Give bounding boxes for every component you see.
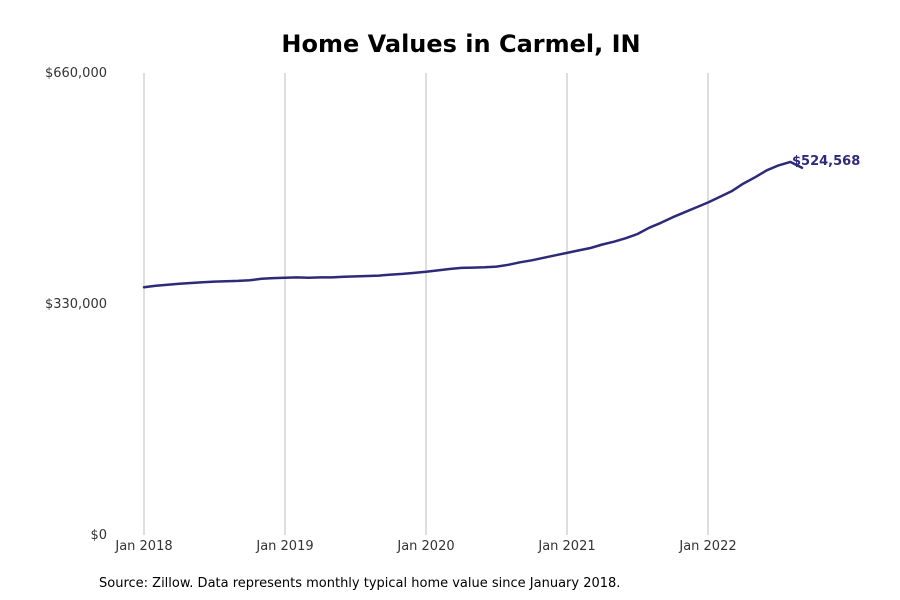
grid-layer — [143, 73, 709, 535]
y-tick-label-1: $330,000 — [45, 297, 107, 312]
x-tick-label-jan-2021: Jan 2021 — [537, 539, 595, 554]
y-tick-label-2: $660,000 — [45, 66, 107, 81]
series-line-0 — [142, 160, 804, 289]
x-tick-label-jan-2022: Jan 2022 — [678, 539, 736, 554]
y-axis-tick-labels: $0 $330,000 $660,000 — [45, 66, 107, 543]
y-tick-label-0: $0 — [90, 528, 107, 543]
end-value-label: $524,568 — [792, 154, 860, 169]
x-tick-label-jan-2019: Jan 2019 — [255, 539, 313, 554]
source-note: Source: Zillow. Data represents monthly … — [99, 576, 620, 591]
x-tick-label-jan-2020: Jan 2020 — [396, 539, 454, 554]
series-layer — [142, 160, 804, 289]
chart-title: Home Values in Carmel, IN — [281, 30, 640, 58]
x-axis-tick-labels: Jan 2018 Jan 2019 Jan 2020 Jan 2021 Jan … — [114, 539, 736, 554]
x-tick-label-jan-2018: Jan 2018 — [114, 539, 172, 554]
